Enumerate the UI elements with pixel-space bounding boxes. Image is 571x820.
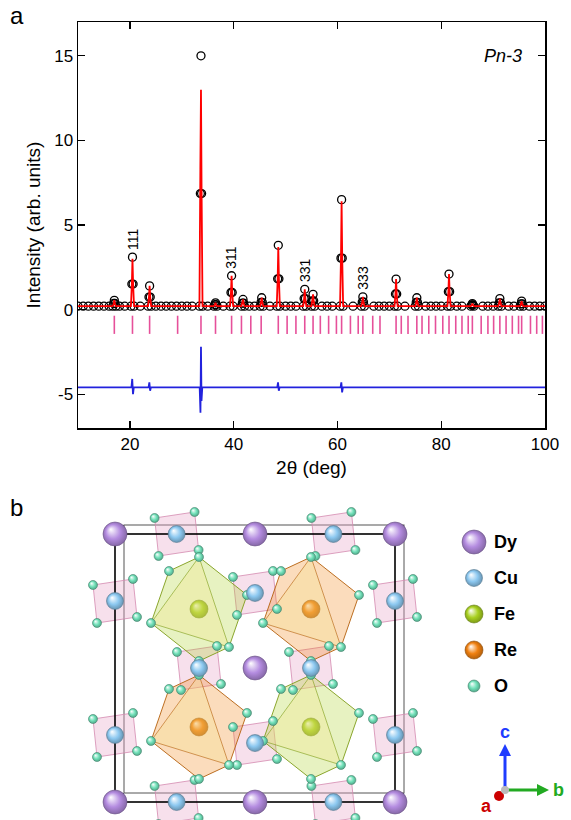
svg-text:c: c [500,722,510,742]
svg-text:b: b [553,780,564,800]
svg-text:60: 60 [328,435,347,454]
svg-text:Re: Re [494,640,517,660]
svg-text:10: 10 [54,131,73,150]
svg-text:Pn-3: Pn-3 [484,46,522,66]
html-text:a: a [10,2,24,29]
svg-text:Cu: Cu [494,568,518,588]
svg-text:311: 311 [223,246,239,269]
svg-text:Fe: Fe [494,604,515,624]
svg-text:a: a [481,796,492,816]
svg-text:333: 333 [355,266,371,290]
svg-text:Dy: Dy [494,532,517,552]
svg-text:15: 15 [54,47,73,66]
svg-text:O: O [494,676,508,696]
svg-text:40: 40 [224,435,243,454]
svg-text:80: 80 [432,435,451,454]
svg-text:20: 20 [120,435,139,454]
svg-text:100: 100 [531,435,559,454]
svg-text:0: 0 [64,301,73,320]
svg-text:b: b [10,494,23,521]
svg-text:-5: -5 [58,385,73,404]
svg-text:111: 111 [125,229,141,250]
svg-text:5: 5 [64,216,73,235]
svg-text:Intensity (arb. units): Intensity (arb. units) [23,142,44,309]
svg-text:331: 331 [297,258,313,282]
svg-text:2θ (deg): 2θ (deg) [276,457,347,478]
